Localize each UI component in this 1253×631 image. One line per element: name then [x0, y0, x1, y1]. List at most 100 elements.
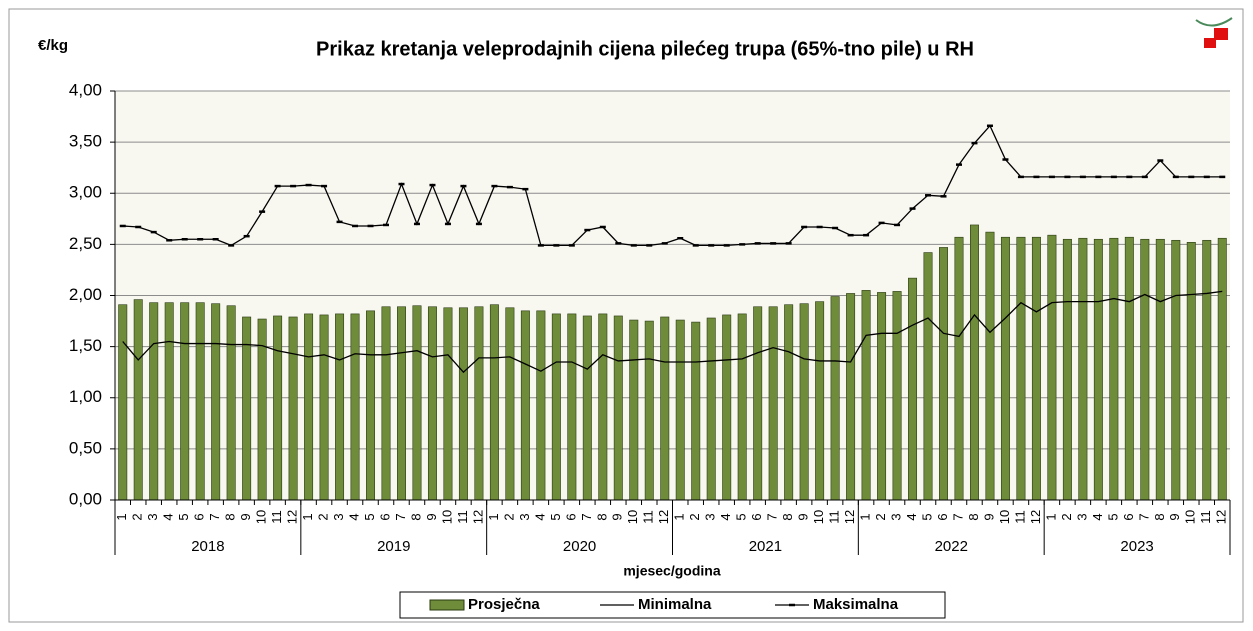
bar: [427, 306, 437, 501]
year-label: 2018: [191, 538, 224, 555]
x-tick-label: 7: [207, 513, 222, 520]
x-tick-label: 7: [765, 513, 780, 520]
bar: [273, 315, 283, 501]
x-tick-label: 2: [316, 513, 331, 520]
x-tick-label: 9: [610, 513, 625, 520]
x-tick-label: 4: [161, 513, 176, 520]
bar: [582, 315, 592, 501]
bar: [954, 236, 964, 501]
legend: Prosječna Minimalna Maksimalna: [399, 591, 946, 619]
bar: [846, 293, 856, 501]
x-tick-label: 4: [904, 513, 919, 520]
x-tick-label: 10: [625, 510, 640, 524]
y-tick-label: 4,00: [69, 80, 102, 99]
x-tick-label: 3: [1074, 513, 1089, 520]
bar: [164, 302, 174, 501]
x-tick-label: 11: [269, 510, 284, 524]
y-axis-label: €/kg: [38, 37, 68, 54]
bar: [799, 303, 809, 501]
y-tick-label: 3,00: [69, 183, 102, 202]
x-tick-label: 3: [703, 513, 718, 520]
x-tick-label: 6: [377, 513, 392, 520]
bar: [939, 247, 948, 501]
year-label: 2021: [749, 538, 782, 555]
x-tick-label: 10: [254, 510, 269, 524]
bar: [985, 231, 995, 501]
y-tick-label: 3,50: [69, 132, 102, 151]
legend-label: Maksimalna: [813, 596, 899, 613]
bar: [1016, 236, 1026, 501]
y-tick-label: 2,50: [69, 234, 102, 253]
bar: [211, 303, 221, 501]
y-tick-label: 0,50: [69, 438, 102, 457]
bar: [1155, 238, 1165, 501]
year-label: 2020: [563, 538, 596, 555]
year-label: 2019: [377, 538, 410, 555]
x-tick-label: 1: [114, 513, 129, 520]
x-tick-label: 4: [718, 513, 733, 520]
x-tick-label: 5: [919, 513, 934, 520]
x-tick-label: 8: [594, 513, 609, 520]
bar: [180, 302, 190, 501]
x-tick-label: 1: [486, 513, 501, 520]
bar: [1062, 238, 1072, 501]
bar: [877, 292, 887, 501]
x-tick-label: 2: [130, 513, 145, 520]
x-tick-label: 11: [827, 510, 842, 524]
bar: [1031, 236, 1041, 501]
legend-label: Prosječna: [468, 596, 540, 613]
x-tick-label: 2: [501, 513, 516, 520]
x-tick-label: 8: [1152, 513, 1167, 520]
bar: [458, 307, 468, 501]
x-tick-label: 9: [796, 513, 811, 520]
bar: [567, 313, 577, 501]
bar: [551, 313, 561, 501]
bar: [474, 306, 484, 501]
bar: [598, 313, 608, 501]
x-tick-label: 12: [470, 510, 485, 524]
y-tick-label: 1,00: [69, 387, 102, 406]
bar: [722, 314, 732, 501]
x-tick-label: 6: [1121, 513, 1136, 520]
bar: [505, 307, 515, 501]
x-tick-label: 5: [734, 513, 749, 520]
bar: [830, 296, 840, 501]
bar: [226, 305, 236, 501]
x-tick-label: 11: [1198, 510, 1213, 524]
bar: [969, 224, 979, 501]
x-tick-label: 9: [981, 513, 996, 520]
x-tick-label: 5: [1105, 513, 1120, 520]
x-tick-label: 6: [935, 513, 950, 520]
bar: [1202, 239, 1212, 501]
bar: [1000, 236, 1010, 501]
bar: [784, 304, 794, 501]
y-tick-label: 2,00: [69, 285, 102, 304]
x-tick-label: 3: [145, 513, 160, 520]
x-tick-label: 10: [1183, 510, 1198, 524]
bar: [304, 313, 314, 501]
x-tick-label: 4: [346, 513, 361, 520]
x-tick-label: 6: [192, 513, 207, 520]
bar: [1140, 238, 1150, 501]
bar: [1186, 242, 1196, 501]
x-tick-label: 8: [966, 513, 981, 520]
bar: [861, 290, 871, 501]
x-tick-label: 5: [176, 513, 191, 520]
bar: [520, 310, 530, 501]
x-tick-label: 11: [455, 510, 470, 524]
x-tick-label: 5: [548, 513, 563, 520]
legend-box: [399, 591, 946, 619]
x-tick-label: 9: [238, 513, 253, 520]
x-tick-label: 10: [997, 510, 1012, 524]
bar: [319, 314, 329, 501]
x-tick-label: 6: [749, 513, 764, 520]
x-tick-label: 12: [1028, 510, 1043, 524]
x-tick-label: 2: [687, 513, 702, 520]
x-tick-label: 12: [1214, 510, 1229, 524]
x-tick-label: 1: [672, 513, 687, 520]
x-tick-label: 10: [439, 510, 454, 524]
bar: [753, 306, 763, 501]
year-label: 2023: [1120, 538, 1153, 555]
bar: [815, 301, 825, 501]
bar: [923, 252, 933, 501]
